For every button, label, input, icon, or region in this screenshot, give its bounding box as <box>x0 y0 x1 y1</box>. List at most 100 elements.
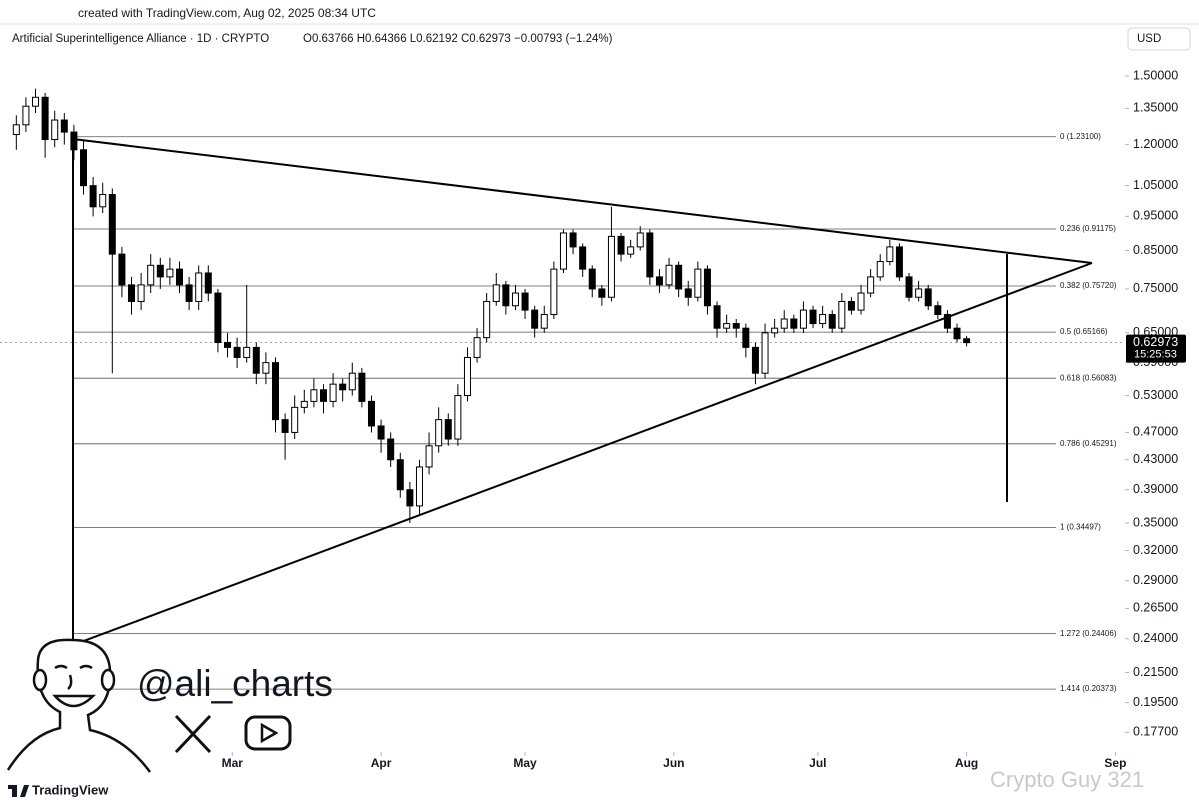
candle-body <box>367 400 375 427</box>
avatar-eyes <box>54 664 93 670</box>
candle-body <box>617 235 625 255</box>
candle-body <box>444 419 452 440</box>
avatar <box>6 638 152 773</box>
candle-body <box>502 284 510 307</box>
candle-body <box>463 356 471 397</box>
candle-body <box>943 314 951 329</box>
candle-body <box>559 232 567 270</box>
candle-body <box>348 372 356 391</box>
candle-body <box>291 406 299 433</box>
candle-body <box>22 105 30 126</box>
candle-body <box>723 323 731 329</box>
candle-body <box>492 284 500 302</box>
handle: @ali_charts <box>137 663 333 704</box>
currency-box[interactable] <box>1127 27 1191 51</box>
y-tick-label: 0.29000 <box>1133 573 1178 587</box>
fib-label: 1.414 (0.20373) <box>1060 684 1117 693</box>
candle-body <box>684 288 692 298</box>
y-tick-label: 0.39000 <box>1133 482 1178 496</box>
triangle <box>72 138 1093 646</box>
candle-body <box>732 323 740 329</box>
candle-body <box>675 264 683 290</box>
x-tick-label: Sep <box>1104 756 1126 770</box>
candle-body <box>780 318 788 329</box>
candle-body <box>905 276 913 298</box>
candle-body <box>838 300 846 329</box>
candle-body <box>99 194 107 208</box>
fib-label: 1 (0.34497) <box>1060 523 1101 532</box>
candle-body <box>809 309 817 325</box>
avatar-smile <box>52 694 97 708</box>
brand-logo <box>8 785 29 797</box>
candle-body <box>396 459 404 491</box>
candle-body <box>953 327 961 340</box>
y-tick-label: 1.35000 <box>1133 101 1178 115</box>
candle-body <box>924 288 932 307</box>
candle-body <box>550 268 558 316</box>
x-tick-label: Mar <box>222 756 244 770</box>
candle-body <box>790 318 798 329</box>
y-tick-label: 0.47000 <box>1133 425 1178 439</box>
credit-watermark: Crypto Guy 321 <box>990 767 1144 792</box>
fib-label: 0.382 (0.75720) <box>1060 281 1117 290</box>
y-tick-label: 0.24000 <box>1133 631 1178 645</box>
candle-body <box>243 346 251 358</box>
candle-body <box>934 305 942 316</box>
y-tick-label: 0.26500 <box>1133 601 1178 615</box>
y-tick-label: 0.53000 <box>1133 388 1178 402</box>
candle-body <box>867 276 875 294</box>
candle-body <box>204 272 212 294</box>
y-tick-label: 0.95000 <box>1133 209 1178 223</box>
candle-body <box>310 389 318 402</box>
avatar-ear <box>100 668 116 692</box>
candle-body <box>531 309 539 329</box>
x-tick-label: Jun <box>663 756 684 770</box>
candle-body <box>223 341 231 348</box>
y-tick-label: 0.35000 <box>1133 515 1178 529</box>
candle-body <box>377 425 385 440</box>
candle-body <box>214 292 222 343</box>
candle-body <box>12 124 20 136</box>
candle-body <box>598 288 606 298</box>
candle-body <box>195 272 203 302</box>
candle-body <box>771 327 779 334</box>
candle-body <box>300 400 308 408</box>
candle-body <box>435 419 443 447</box>
candle-body <box>876 261 884 278</box>
candle-body <box>895 246 903 278</box>
y-tick-label: 1.20000 <box>1133 137 1178 151</box>
candle-body <box>262 362 270 374</box>
fib-label: 1.272 (0.24406) <box>1060 629 1117 638</box>
candle-body <box>828 314 836 329</box>
candle-body <box>406 489 414 507</box>
youtube-icon[interactable] <box>244 715 292 751</box>
last-price-box <box>1126 334 1186 363</box>
candle-body <box>339 383 347 391</box>
candle-body <box>627 246 635 255</box>
candle-body <box>185 284 193 302</box>
candle-body <box>847 300 855 311</box>
candle-body <box>415 466 423 507</box>
x-icon[interactable] <box>174 714 212 754</box>
avatar-nose <box>67 674 73 690</box>
candle-body <box>425 445 433 468</box>
candle-body <box>636 232 644 248</box>
y-tick-label: 0.21500 <box>1133 665 1178 679</box>
fib-label: 0.786 (0.45291) <box>1060 439 1117 448</box>
candle-body <box>156 264 164 278</box>
candle-body <box>761 332 769 374</box>
x-tick-label: Jul <box>809 756 826 770</box>
candle-body <box>281 419 289 433</box>
symbol-title: Artificial Superintelligence Alliance · … <box>12 33 269 45</box>
currency[interactable]: USD <box>1137 33 1161 45</box>
candle-body <box>473 337 481 358</box>
candle-body <box>665 264 673 286</box>
candle-body <box>646 232 654 278</box>
candle-body <box>89 185 97 208</box>
candle-body <box>540 314 548 329</box>
fib-label: 0 (1.23100) <box>1060 132 1101 141</box>
candle-body <box>128 284 136 302</box>
candle-body <box>358 372 366 402</box>
